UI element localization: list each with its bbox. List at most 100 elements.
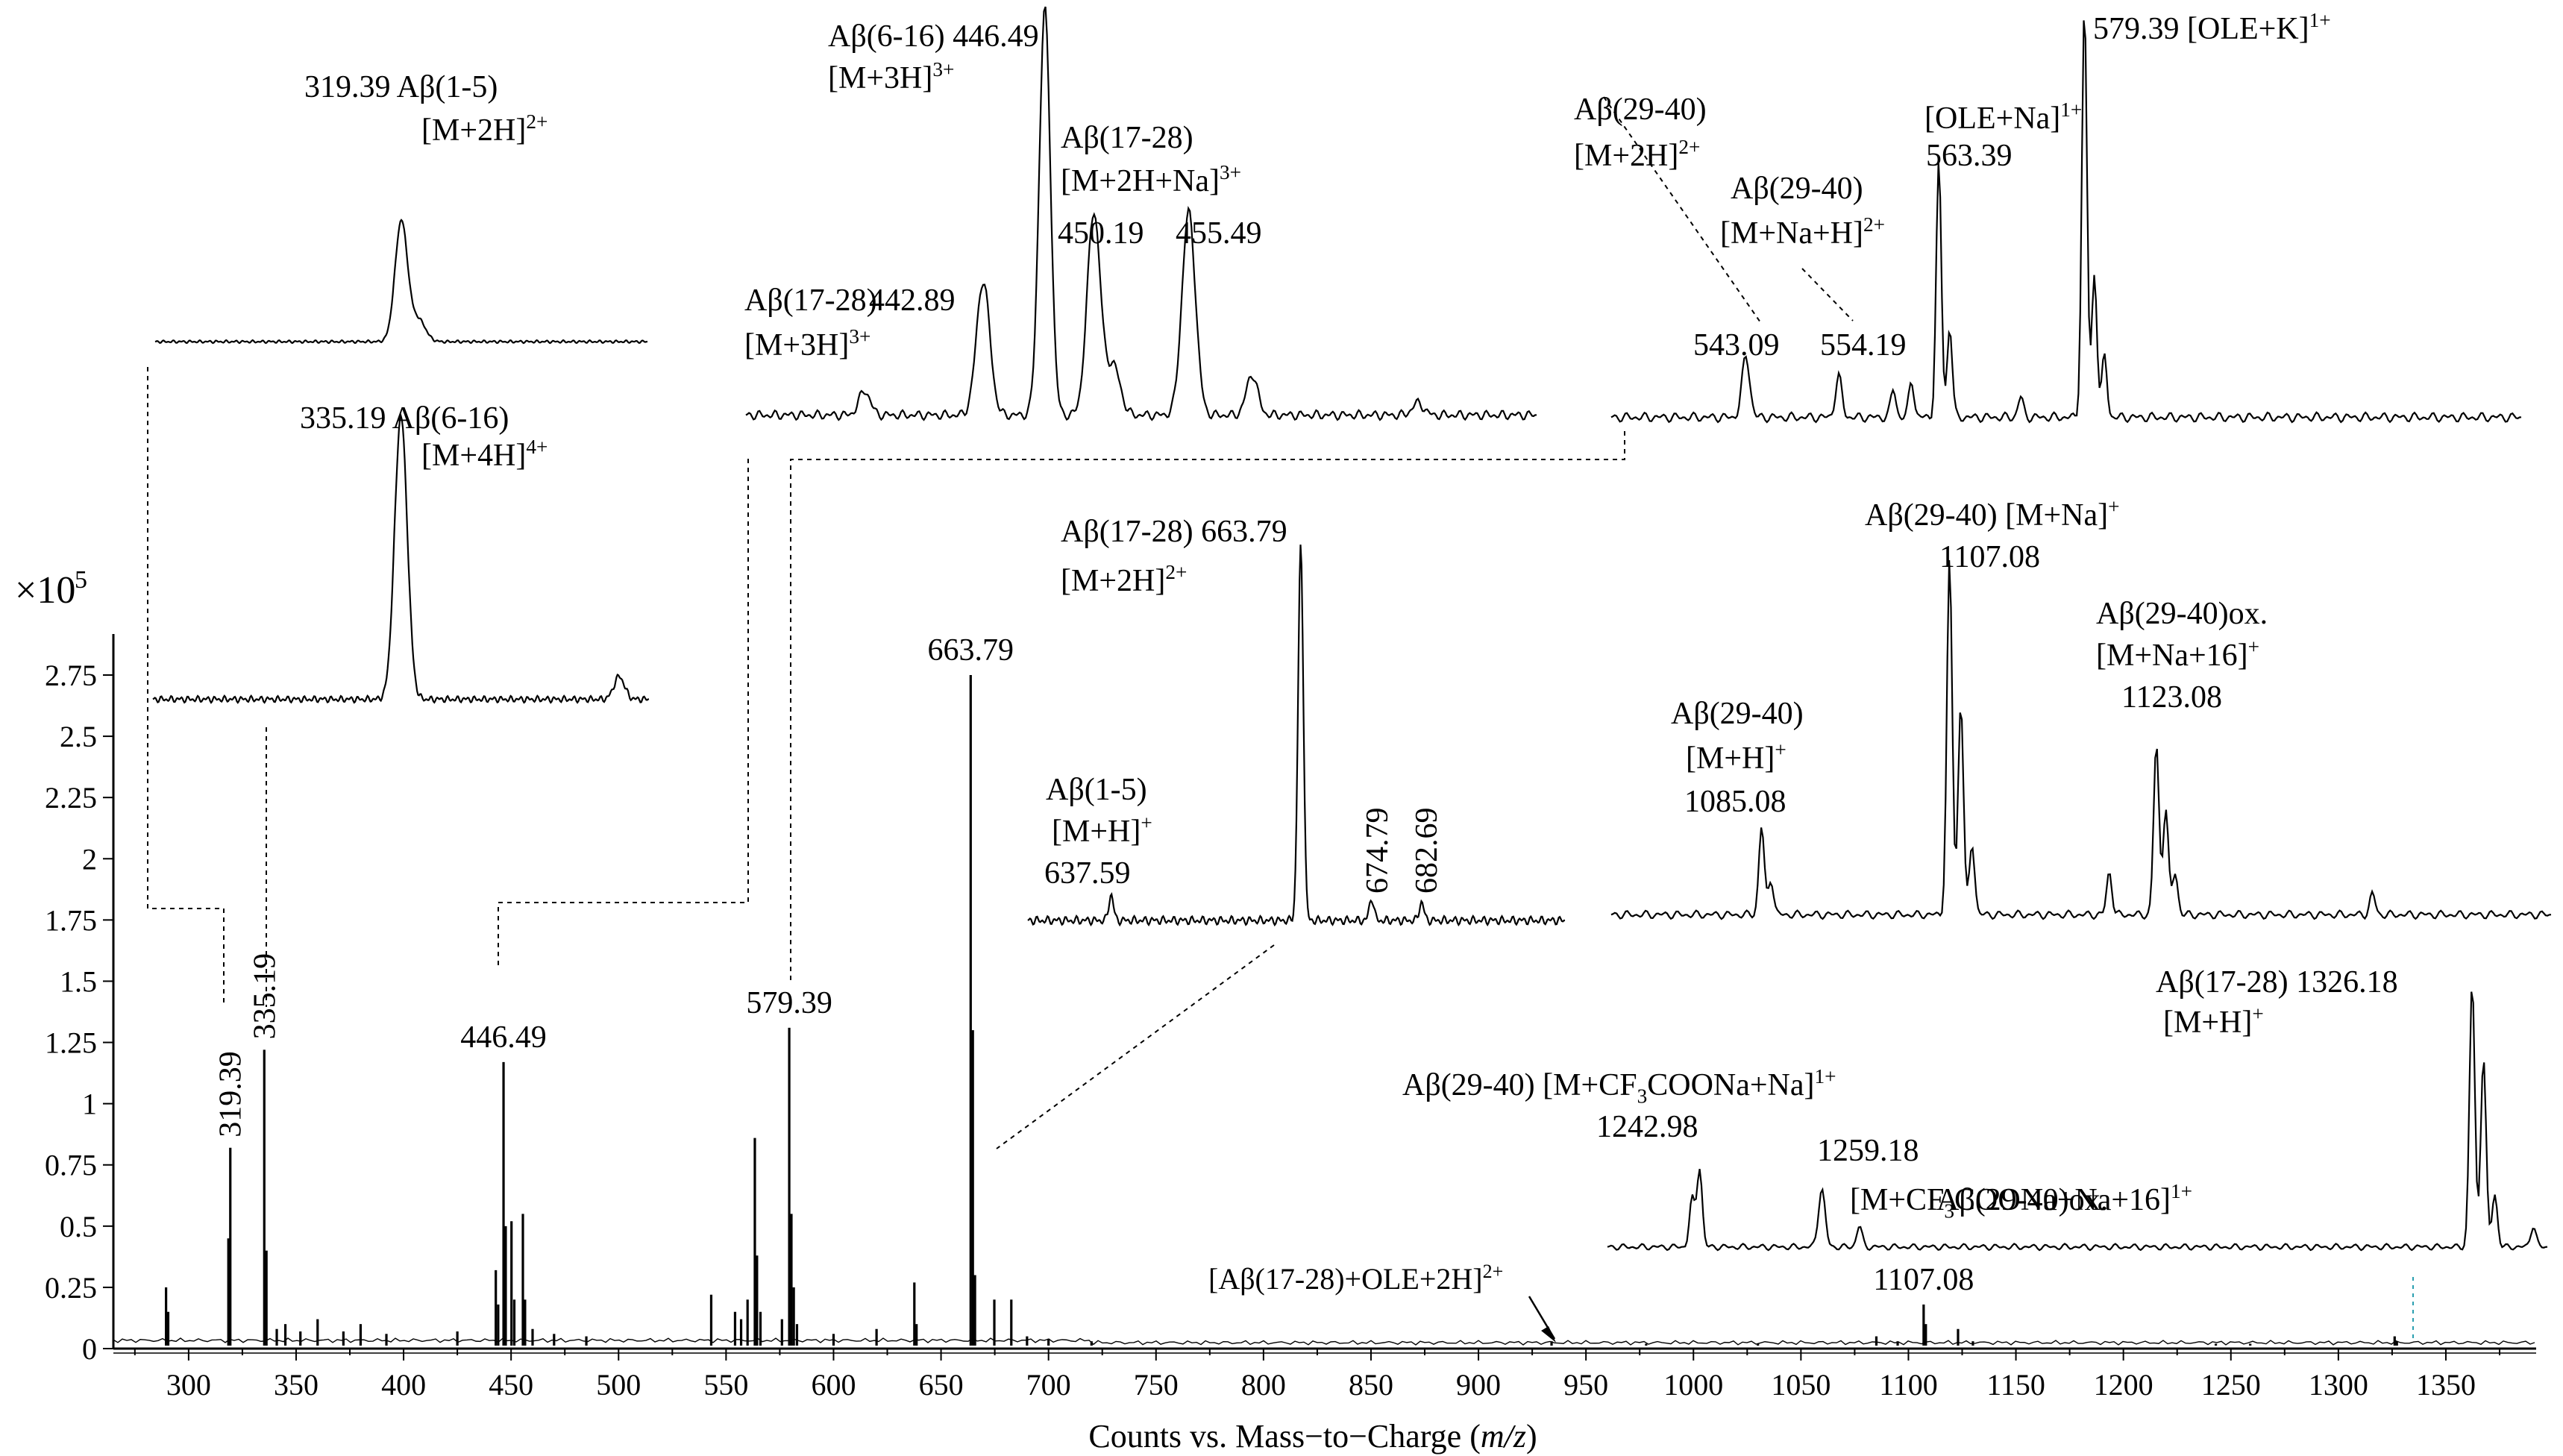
x-tick-label: 1150	[1986, 1368, 2045, 1402]
x-tick-label: 600	[811, 1368, 856, 1402]
y-tick-label: 2.5	[60, 720, 97, 753]
x-tick-label: 1200	[2094, 1368, 2153, 1402]
y-tick-label: 2.25	[45, 781, 97, 815]
x-tick-label: 450	[489, 1368, 533, 1402]
inset-label: Aβ(17-28)	[744, 283, 877, 318]
x-tick-label: 850	[1349, 1368, 1393, 1402]
inset-label: 319.39 Aβ(1-5)	[304, 70, 498, 104]
x-tick-label: 1350	[2416, 1368, 2476, 1402]
y-tick-label: 1.75	[45, 903, 97, 937]
inset-trace	[745, 6, 1537, 421]
inset-trace	[1610, 560, 2552, 920]
inset-label: 450.19	[1058, 216, 1144, 251]
annotation-arrowhead	[1541, 1326, 1557, 1343]
main-axes: 300 350 400 450 500 550 600 650 700 750 800 850 900 9…	[45, 634, 2536, 1402]
baseline-noise	[113, 1337, 2535, 1346]
inset-label: 563.39	[1926, 139, 2013, 173]
inset-label: 1123.08	[2121, 680, 2222, 715]
inset-label: 442.89	[869, 283, 956, 318]
peak-label: 446.49	[460, 1020, 547, 1055]
x-tick-label: 1000	[1663, 1368, 1723, 1402]
x-tick-label: 1300	[2309, 1368, 2368, 1402]
inset-label: [M+H]+	[1686, 738, 1786, 776]
inset-label: [M+3H]3+	[744, 325, 870, 363]
inset-label: [M+3H]3+	[828, 58, 954, 95]
inset-663: Aβ(17-28) 663.79 [M+2H]2+ Aβ(1-5) [M+H]+ 637…	[1027, 515, 1566, 927]
peak-label: 663.79	[928, 633, 1014, 668]
inset-label: 579.39 [OLE+K]1+	[2093, 9, 2331, 46]
connector-554	[1801, 268, 1854, 321]
x-tick-label: 550	[703, 1368, 748, 1402]
inset-319: 319.39 Aβ(1-5) [M+2H]2+	[154, 70, 648, 345]
y-tick-label: 0.75	[45, 1149, 97, 1182]
inset-label: 1242.98	[1596, 1110, 1698, 1144]
inset-label: [M+2H]2+	[1061, 561, 1187, 598]
inset-label: Aβ(29-40) [M+Na]+	[1865, 495, 2120, 533]
y-tick-label: 0	[82, 1332, 97, 1366]
inset-label: Aβ(6-16) 446.49	[828, 19, 1039, 54]
inset-446: Aβ(6-16) 446.49 [M+3H]3+ Aβ(17-28) [M+2H+Na…	[744, 6, 1537, 421]
inset-label: 637.59	[1044, 856, 1131, 891]
y-tick-label: 1.5	[60, 964, 97, 998]
inset-label: Aβ(29-40)ox.	[1936, 1183, 2108, 1217]
inset-label: [M+Na+H]2+	[1720, 213, 1885, 251]
y-axis-multiplier-exponent: 5	[75, 566, 87, 594]
inset-label: [OLE+Na]1+	[1924, 98, 2082, 136]
inset-label: 1085.08	[1684, 785, 1786, 819]
y-tick-label: 0.25	[45, 1271, 97, 1305]
inset-trace	[1027, 545, 1566, 927]
y-tick-label: 1	[82, 1088, 97, 1121]
inset-spectra: 319.39 Aβ(1-5)[M+2H]2+335.19 Aβ(6-16)[M+…	[152, 6, 2552, 1252]
inset-label: 455.49	[1176, 216, 1262, 251]
connector-663	[996, 944, 1275, 1149]
inset-label: 554.19	[1820, 328, 1907, 363]
inset-label: [M+H]+	[1052, 812, 1152, 849]
inset-label: 335.19 Aβ(6-16)	[300, 401, 509, 436]
inset-label: 543.09	[1693, 328, 1780, 363]
inset-label: Aβ(29-40)ox.	[2096, 597, 2268, 631]
inset-label: Aβ(29-40)	[1671, 697, 1804, 731]
x-tick-label: 300	[166, 1368, 211, 1402]
x-tick-label: 350	[274, 1368, 319, 1402]
x-tick-label: 1100	[1879, 1368, 1938, 1402]
inset-label: Aβ(17-28)	[1061, 121, 1193, 155]
connector-446	[498, 459, 749, 966]
x-tick-label: 800	[1241, 1368, 1286, 1402]
inset-trace	[1610, 20, 2522, 424]
inset-trace	[1607, 991, 2548, 1252]
inset-label: [M+2H]2+	[1574, 136, 1700, 173]
inset-579: 579.39 [OLE+K]1+ Aβ(29-40) [M+2H]2+ [OLE+Na…	[1574, 9, 2522, 424]
x-tick-label: 700	[1026, 1368, 1071, 1402]
inset-label: 674.79	[1361, 808, 1395, 894]
y-tick-label: 1.25	[45, 1026, 97, 1060]
peak-label: 319.39	[214, 1051, 248, 1138]
x-tick-label: 1050	[1771, 1368, 1831, 1402]
peak-label: 579.39	[746, 986, 832, 1020]
inset-label: Aβ(1-5)	[1046, 773, 1147, 807]
y-tick-label: 2.75	[45, 659, 97, 692]
inset-label: Aβ(29-40)	[1574, 92, 1707, 127]
y-axis-multiplier: ×10	[15, 569, 75, 612]
x-tick-label: 500	[596, 1368, 641, 1402]
inset-1326: Aβ(17-28) 1326.18[M+H]+ Aβ(29-40) [M+CF3C…	[1402, 965, 2548, 1252]
inset-label: Aβ(17-28) 663.79	[1061, 515, 1287, 549]
inset-label: [M+4H]4+	[421, 436, 548, 473]
y-tick-label: 0.5	[60, 1210, 97, 1243]
connector-319	[147, 367, 225, 1007]
inset-label: 1259.18	[1817, 1134, 1919, 1168]
inset-1107: Aβ(29-40) [M+Na]+ 1107.08 Aβ(29-40)ox. [M+N…	[1610, 495, 2552, 920]
inset-label: Aβ(29-40)	[1731, 172, 1863, 206]
inset-label: [M+Na+16]+	[2096, 636, 2259, 673]
x-tick-label: 750	[1134, 1368, 1179, 1402]
y-tick-label: 2	[82, 842, 97, 876]
inset-trace	[154, 219, 648, 345]
connector-543	[1603, 96, 1761, 323]
x-tick-label: 950	[1563, 1368, 1608, 1402]
inset-label: Aβ(29-40) [M+CF3COONa+Na]1+	[1402, 1065, 1836, 1107]
inset-335: 335.19 Aβ(6-16)[M+4H]4+	[152, 401, 650, 704]
inset-label: [M+2H]2+	[421, 110, 548, 148]
inset-label: [M+2H+Na]3+	[1061, 161, 1241, 198]
inset-trace	[152, 413, 650, 704]
